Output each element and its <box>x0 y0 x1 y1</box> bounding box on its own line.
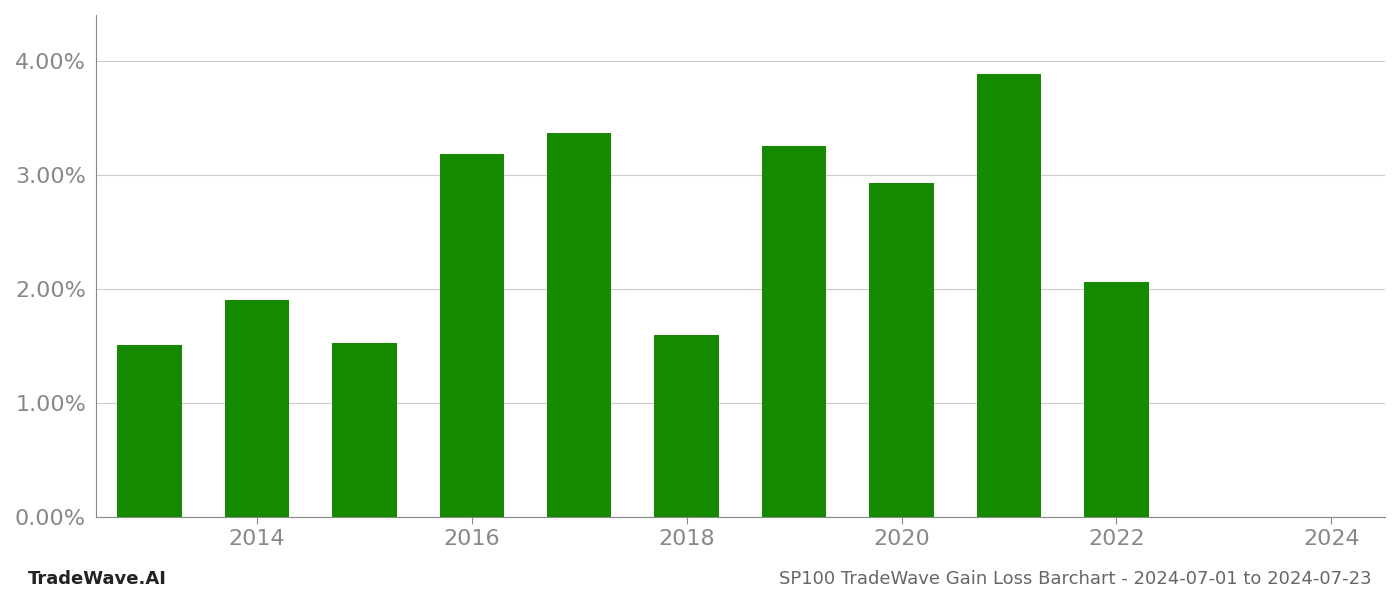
Bar <box>332 343 396 517</box>
Bar <box>547 133 612 517</box>
Bar <box>440 154 504 517</box>
Bar <box>118 345 182 517</box>
Bar <box>1084 282 1148 517</box>
Text: TradeWave.AI: TradeWave.AI <box>28 570 167 588</box>
Bar <box>654 335 718 517</box>
Bar <box>762 146 826 517</box>
Bar <box>977 74 1042 517</box>
Bar <box>869 183 934 517</box>
Text: SP100 TradeWave Gain Loss Barchart - 2024-07-01 to 2024-07-23: SP100 TradeWave Gain Loss Barchart - 202… <box>780 570 1372 588</box>
Bar <box>224 301 290 517</box>
